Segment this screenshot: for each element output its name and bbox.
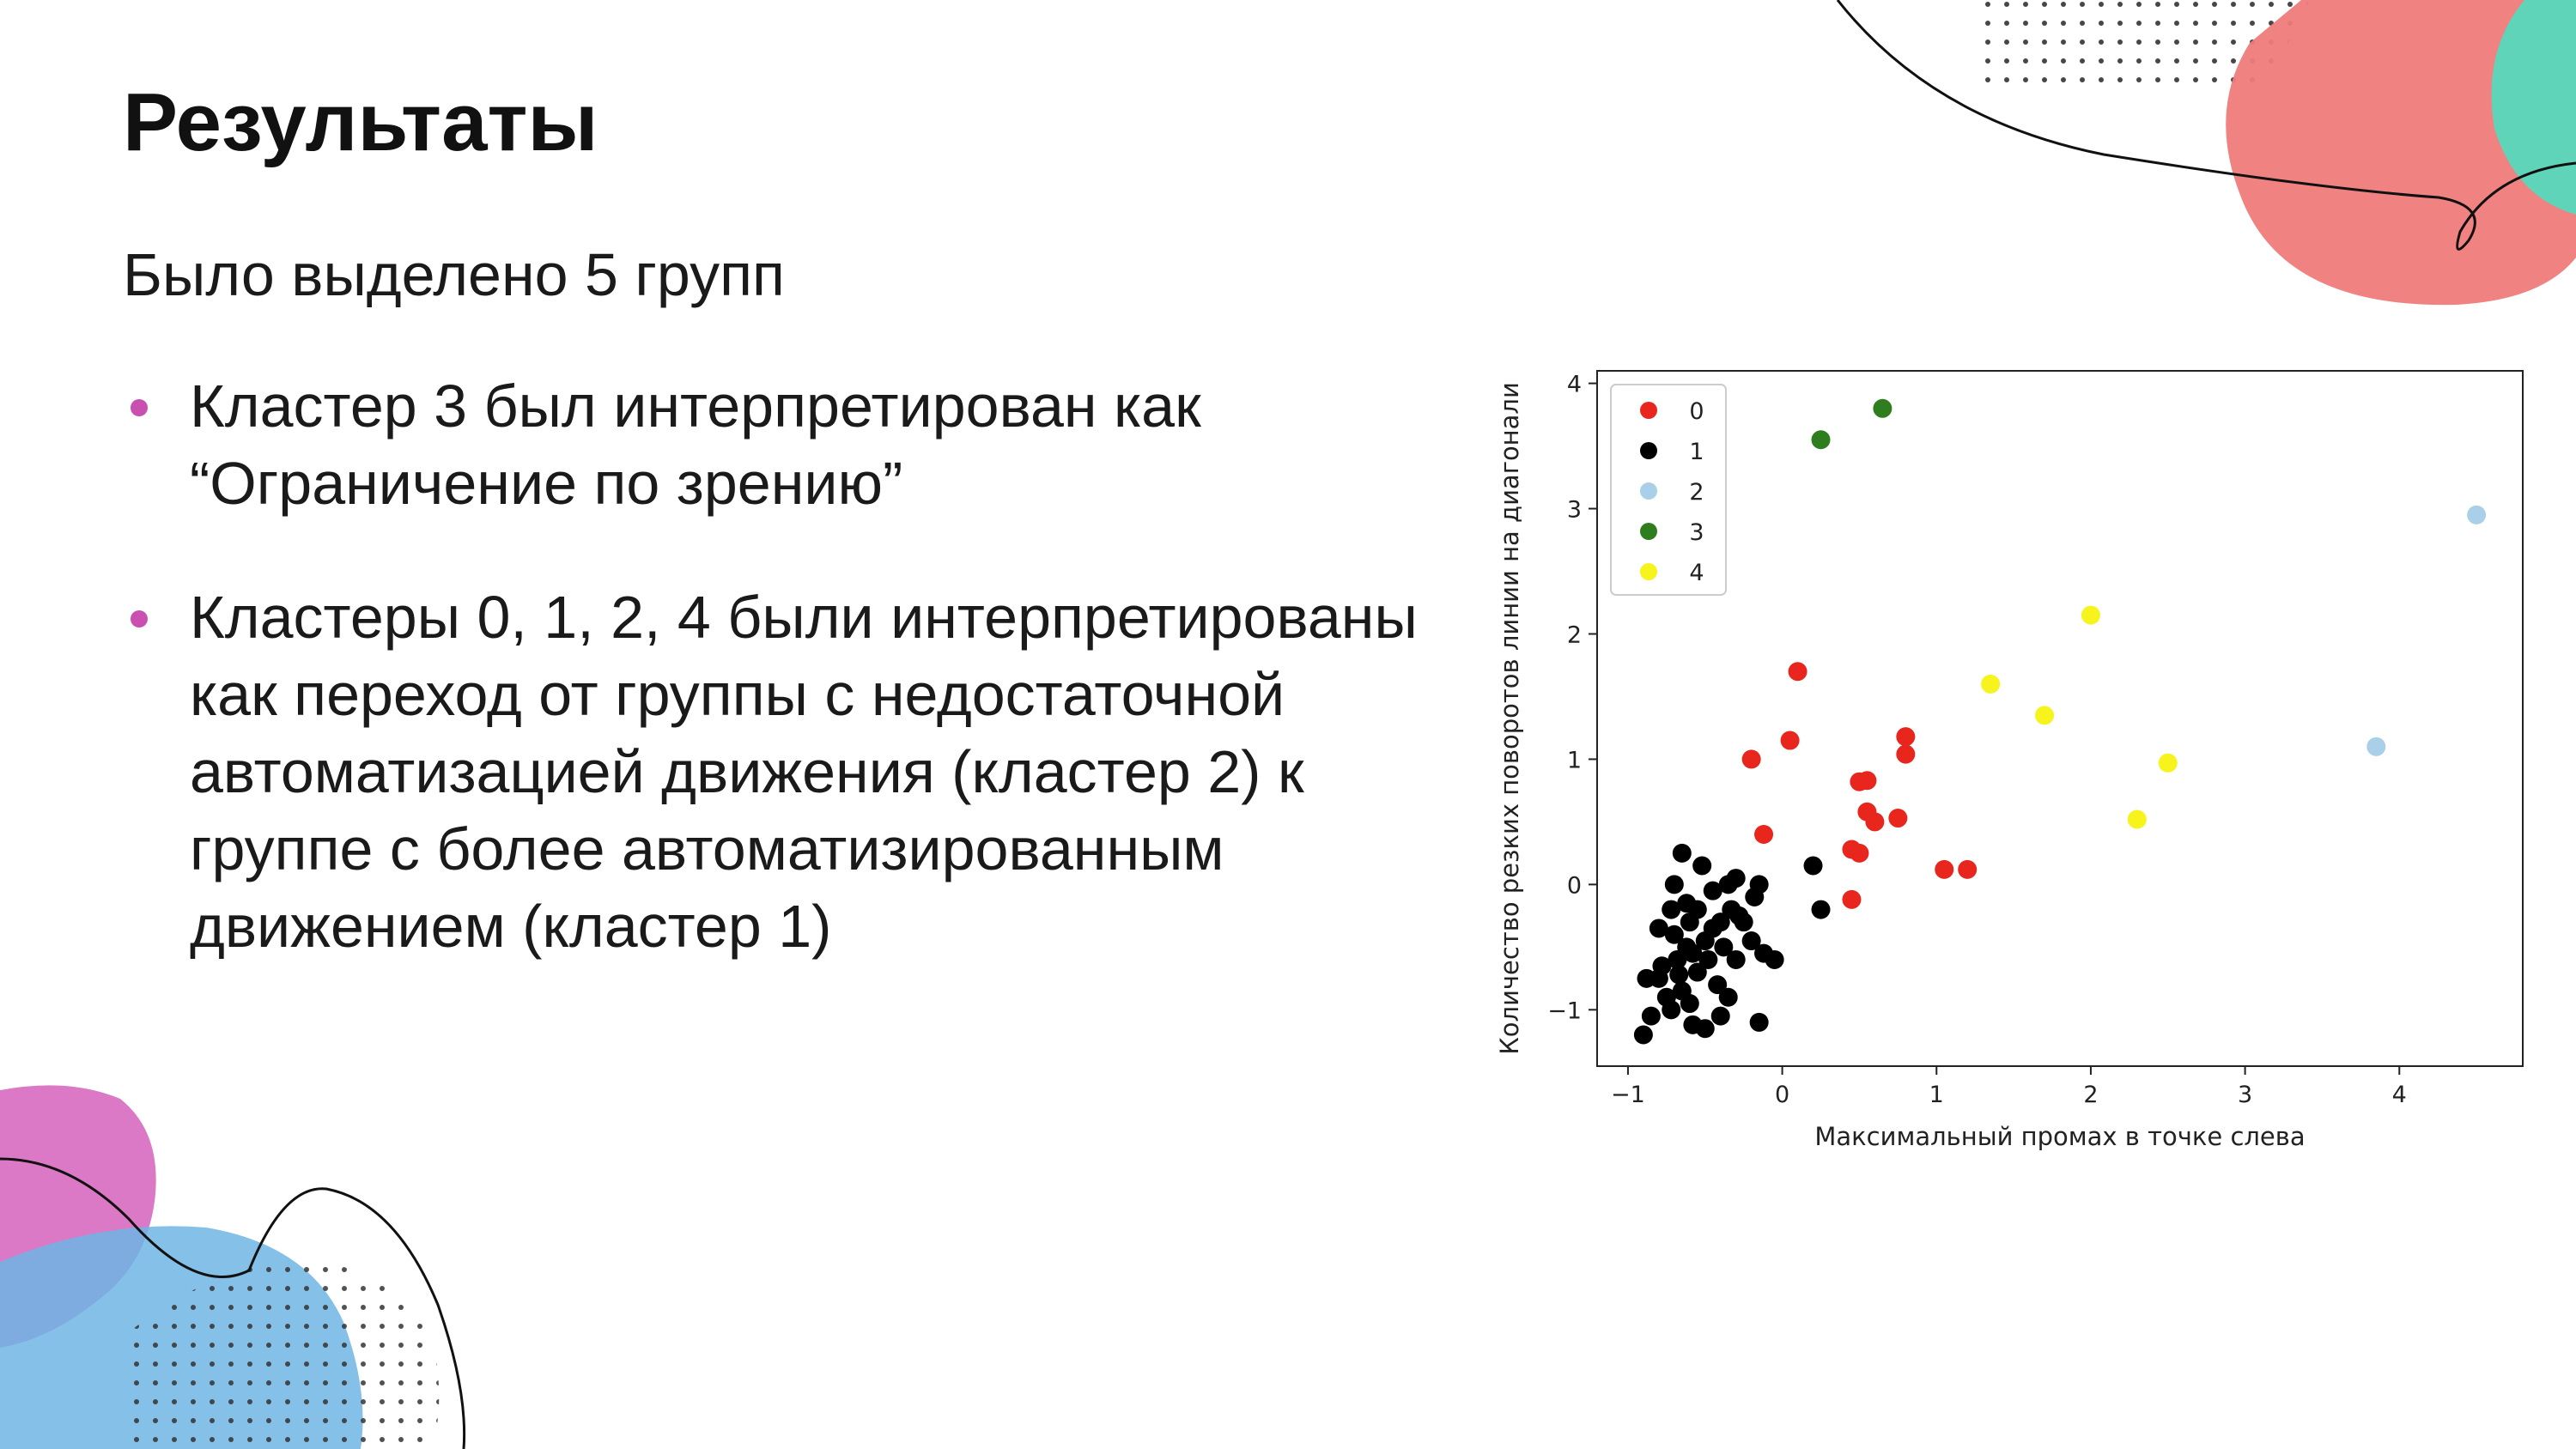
point-cluster-0: [1741, 749, 1761, 769]
x-tick-label: −1: [1611, 1082, 1645, 1108]
bullet-text: Кластеры 0, 1, 2, 4 были интерпретирован…: [190, 584, 1418, 960]
legend: 0 1 2 3 4: [1610, 384, 1727, 596]
y-tick-label: −1: [1547, 997, 1582, 1024]
bullet-dot-icon: [131, 610, 148, 627]
legend-label: 2: [1689, 479, 1704, 506]
y-axis: −1 0 1 2 3 4: [1547, 372, 1597, 1024]
point-cluster-0: [1896, 744, 1916, 764]
point-cluster-1: [1703, 919, 1722, 938]
y-axis-label: Количество резких поворотов линии на диа…: [1495, 382, 1524, 1055]
point-cluster-0: [1958, 859, 1978, 879]
point-cluster-1: [1692, 856, 1712, 876]
point-cluster-1: [1641, 1006, 1661, 1026]
point-cluster-0: [1888, 809, 1908, 828]
point-cluster-0: [1780, 731, 1800, 750]
point-cluster-3: [1873, 398, 1893, 418]
x-tick-label: 2: [2083, 1082, 2098, 1108]
point-cluster-1: [1633, 1025, 1653, 1045]
bullet-item: Кластеры 0, 1, 2, 4 были интерпретирован…: [123, 579, 1445, 965]
y-tick-label: 4: [1567, 372, 1582, 398]
legend-marker: [1640, 402, 1657, 419]
y-tick-label: 3: [1567, 497, 1582, 524]
point-cluster-1: [1669, 965, 1689, 985]
point-cluster-0: [1935, 859, 1954, 879]
point-cluster-0: [1754, 825, 1774, 844]
plot-frame: [1596, 370, 2524, 1067]
point-cluster-1: [1703, 881, 1722, 900]
point-cluster-1: [1765, 949, 1784, 969]
point-cluster-1: [1637, 968, 1656, 988]
point-cluster-1: [1726, 949, 1746, 969]
point-cluster-1: [1683, 943, 1703, 963]
point-cluster-1: [1710, 1006, 1730, 1026]
point-cluster-1: [1680, 994, 1699, 1014]
slide-title: Результаты: [123, 76, 598, 168]
bottom-left-decoration: [0, 1085, 466, 1449]
bullet-text: Кластер 3 был интерпретирован как “Огран…: [190, 373, 1201, 517]
point-cluster-1: [1698, 949, 1718, 969]
legend-label: 3: [1689, 519, 1704, 546]
point-cluster-4: [1981, 674, 2001, 694]
point-cluster-0: [1842, 840, 1862, 859]
y-tick-label: 2: [1567, 621, 1582, 648]
point-cluster-1: [1695, 1019, 1715, 1039]
point-cluster-4: [2127, 809, 2147, 829]
point-cluster-4: [2081, 605, 2100, 625]
scatter-chart: −1 0 1 2 3 4 −1 0 1 2 3 4 0 1 2 3 4 Максимальный прома…: [1495, 370, 2524, 1151]
slide-subtitle: Было выделено 5 групп: [123, 241, 785, 308]
x-tick-label: 4: [2392, 1082, 2407, 1108]
point-cluster-4: [2158, 753, 2178, 773]
x-tick-label: 0: [1775, 1082, 1789, 1108]
top-right-decoration: [1836, 0, 2576, 306]
point-cluster-1: [1718, 987, 1738, 1007]
point-cluster-3: [1811, 430, 1831, 450]
point-cluster-2: [2467, 505, 2487, 524]
bullet-list: Кластер 3 был интерпретирован как “Огран…: [123, 367, 1445, 1022]
legend-marker: [1640, 563, 1657, 580]
data-points: [1633, 398, 2487, 1045]
legend-marker: [1640, 523, 1657, 540]
bullet-dot-icon: [131, 399, 148, 416]
point-cluster-1: [1708, 975, 1728, 995]
bullet-item: Кластер 3 был интерпретирован как “Огран…: [123, 367, 1445, 522]
legend-marker: [1640, 442, 1657, 459]
point-cluster-1: [1734, 912, 1753, 932]
point-cluster-1: [1652, 956, 1672, 976]
legend-label: 0: [1689, 398, 1704, 425]
y-tick-label: 0: [1567, 872, 1582, 899]
point-cluster-0: [1865, 812, 1885, 832]
point-cluster-0: [1857, 771, 1877, 791]
point-cluster-1: [1741, 931, 1761, 951]
point-cluster-4: [2035, 706, 2055, 725]
point-cluster-2: [2366, 737, 2386, 756]
point-cluster-1: [1803, 856, 1823, 876]
legend-box: [1610, 384, 1727, 596]
x-tick-label: 1: [1929, 1082, 1944, 1108]
point-cluster-1: [1649, 919, 1668, 938]
legend-label: 1: [1689, 439, 1704, 465]
x-tick-label: 3: [2238, 1082, 2252, 1108]
point-cluster-1: [1714, 937, 1734, 957]
point-cluster-1: [1811, 900, 1831, 919]
x-axis-label: Максимальный промах в точке слева: [1814, 1122, 2305, 1151]
y-tick-label: 1: [1567, 747, 1582, 773]
legend-label: 4: [1689, 560, 1704, 586]
point-cluster-1: [1687, 962, 1707, 982]
point-cluster-1: [1726, 869, 1746, 888]
point-cluster-0: [1788, 662, 1807, 682]
point-cluster-0: [1842, 889, 1862, 909]
legend-marker: [1640, 482, 1657, 500]
point-cluster-1: [1749, 875, 1769, 894]
point-cluster-1: [1677, 894, 1697, 913]
point-cluster-0: [1896, 727, 1916, 747]
point-cluster-1: [1664, 925, 1684, 944]
x-axis: −1 0 1 2 3 4: [1611, 1066, 2407, 1108]
point-cluster-1: [1662, 900, 1681, 919]
point-cluster-1: [1749, 1012, 1769, 1032]
point-cluster-1: [1672, 843, 1692, 863]
point-cluster-1: [1664, 875, 1684, 894]
point-cluster-1: [1662, 1000, 1681, 1020]
